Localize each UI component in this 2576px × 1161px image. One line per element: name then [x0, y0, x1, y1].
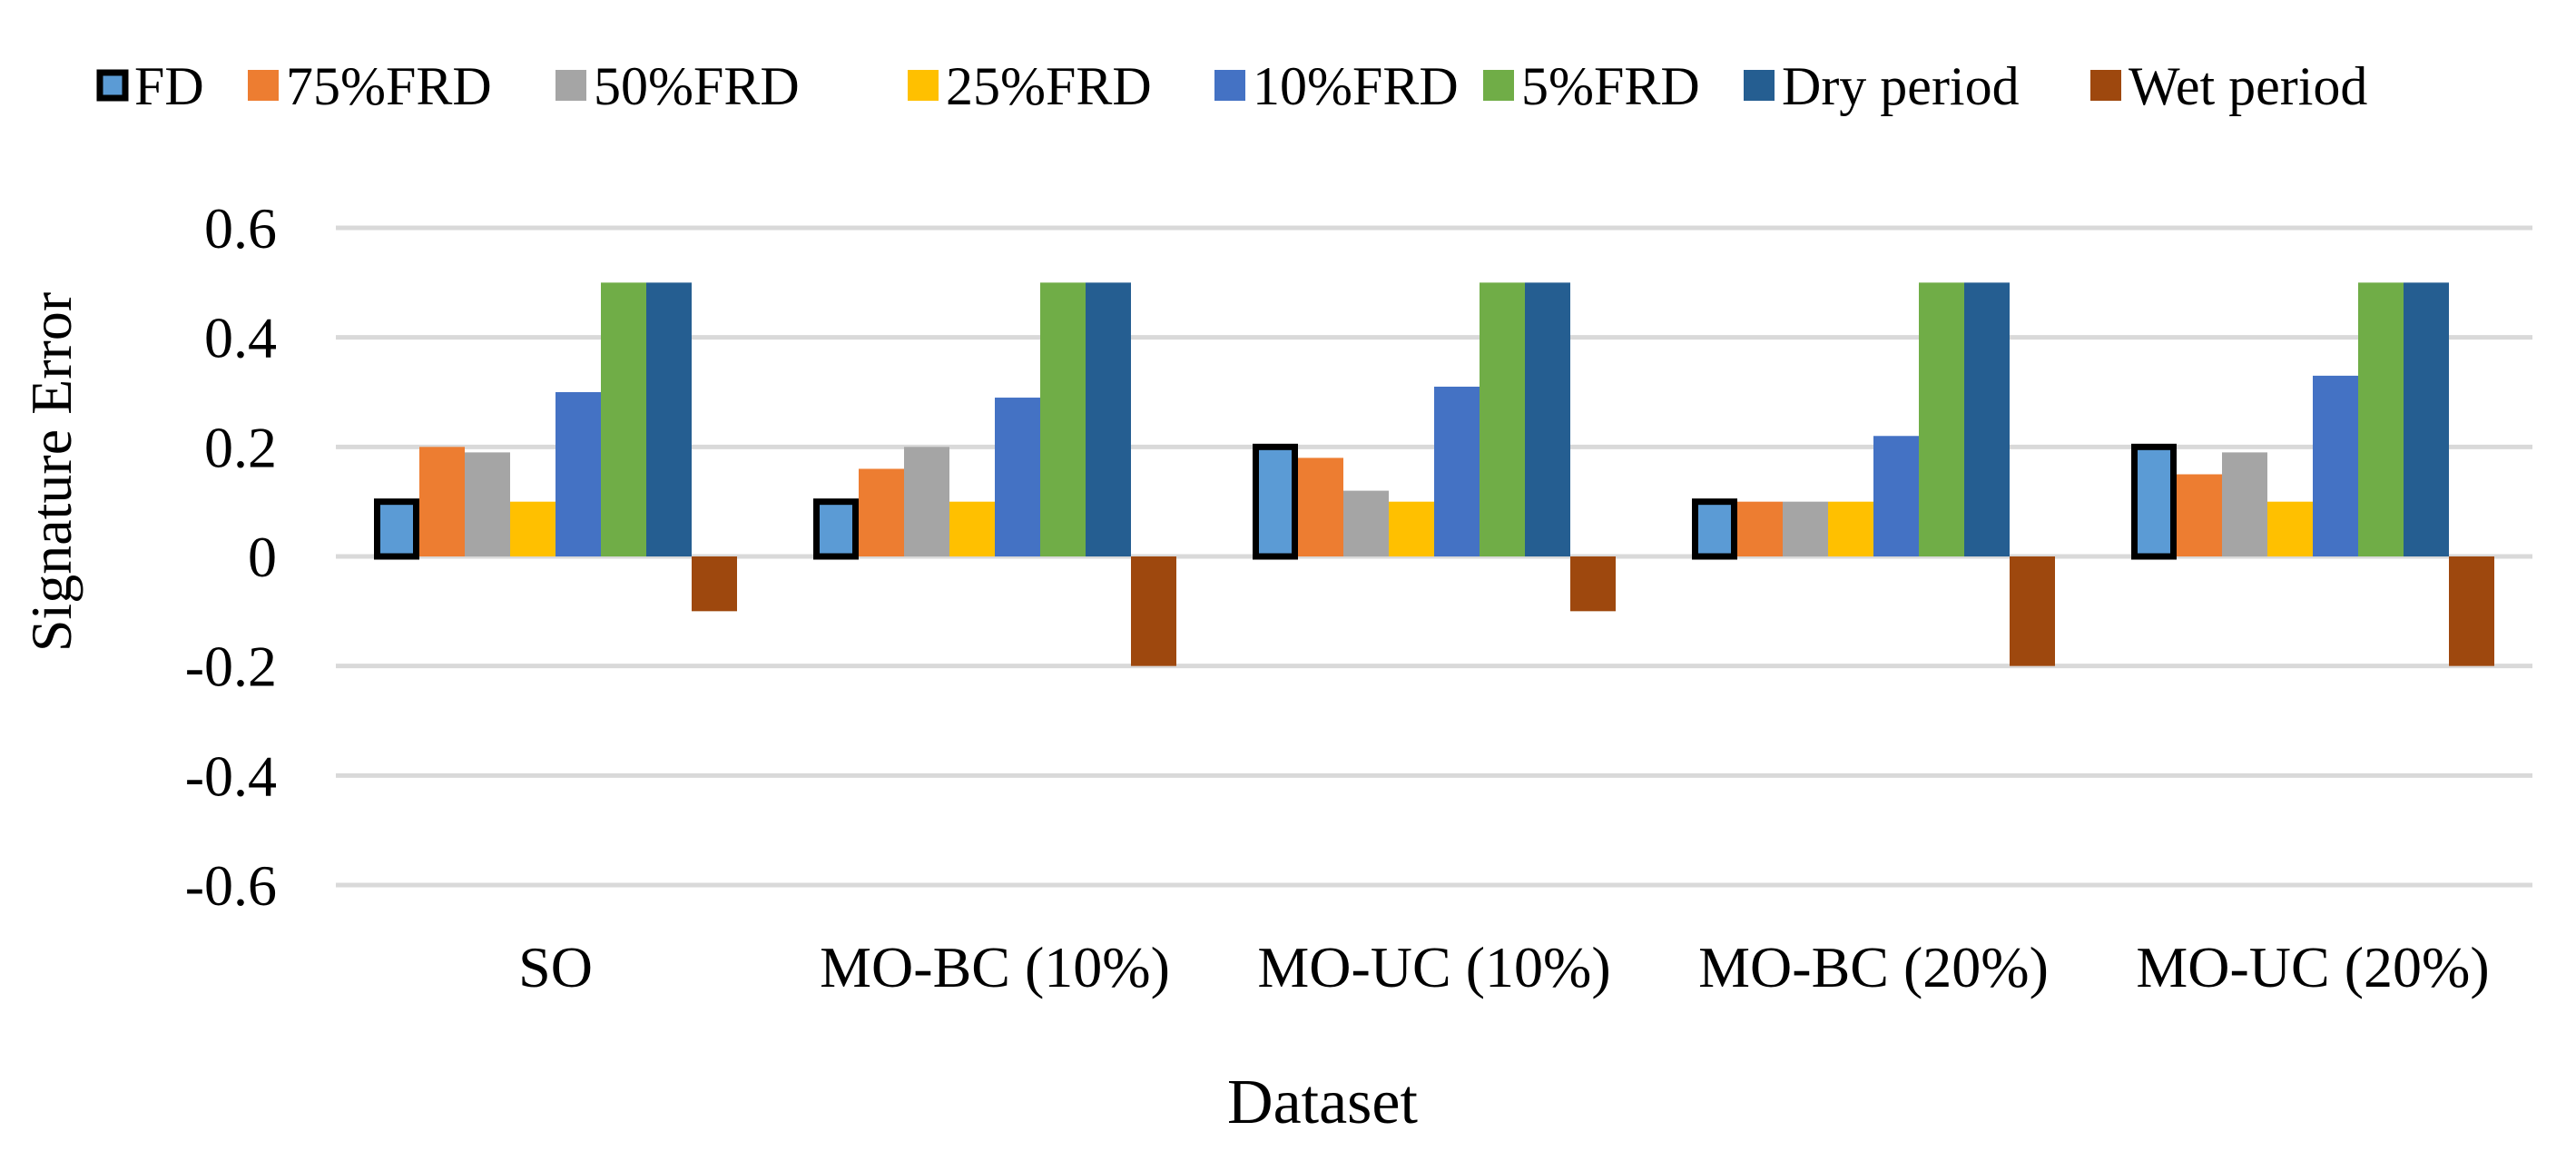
- bar-10-frd-mo-uc-10: [1434, 386, 1480, 556]
- bar-5-frd-mo-bc-20: [1919, 282, 1964, 556]
- legend: FD 75%FRD 50%FRD 25%FRD 10%FRD 5%FRD Dry perio…: [96, 56, 2367, 116]
- bar-50-frd-mo-uc-20: [2222, 452, 2267, 556]
- bar-25-frd-mo-uc-10: [1389, 501, 1434, 556]
- bar-50-frd-mo-bc-10: [904, 447, 949, 556]
- bar-wet-period-mo-uc-20: [2449, 556, 2494, 666]
- x-axis-ticks: SO MO-BC (10%) MO-UC (10%) MO-BC (20%) MO-UC…: [518, 935, 2490, 999]
- legend-label-wet-period: Wet period: [2129, 56, 2367, 116]
- bar-50-frd-mo-uc-10: [1343, 490, 1389, 556]
- bar-5-frd-mo-uc-20: [2358, 282, 2404, 556]
- bar-wet-period-mo-bc-20: [2010, 556, 2055, 666]
- bar-fd-mo-uc-20: [2131, 443, 2177, 560]
- bar-75-frd-mo-uc-20: [2177, 474, 2222, 556]
- bar-dry-period-mo-uc-10: [1525, 282, 1570, 556]
- y-tick-label: -0.4: [185, 743, 277, 808]
- legend-swatch-10-frd: [1214, 70, 1245, 101]
- bar-dry-period-so: [646, 282, 692, 556]
- x-tick-label: MO-BC (20%): [1698, 935, 2049, 999]
- bar-5-frd-mo-uc-10: [1480, 282, 1525, 556]
- bar-75-frd-mo-uc-10: [1298, 458, 1343, 556]
- legend-swatch-50-frd: [556, 70, 586, 101]
- bar-25-frd-mo-bc-10: [949, 501, 995, 556]
- legend-label-10-frd: 10%FRD: [1253, 56, 1459, 116]
- x-tick-label: MO-BC (10%): [820, 935, 1170, 999]
- legend-label-75-frd: 75%FRD: [286, 56, 492, 116]
- x-axis-label: Dataset: [1227, 1068, 1418, 1137]
- legend-swatch-dry-period: [1744, 70, 1775, 101]
- bar-25-frd-mo-bc-20: [1828, 501, 1873, 556]
- y-tick-label: -0.6: [185, 853, 277, 918]
- bar-50-frd-so: [465, 452, 510, 556]
- bar-10-frd-mo-bc-10: [995, 398, 1040, 556]
- legend-swatch-5-frd: [1483, 70, 1514, 101]
- y-tick-label: -0.2: [185, 635, 277, 699]
- bar-10-frd-mo-uc-20: [2313, 375, 2358, 556]
- bar-25-frd-so: [510, 501, 556, 556]
- bar-5-frd-so: [601, 282, 646, 556]
- bar-10-frd-mo-bc-20: [1873, 436, 1919, 556]
- bar-75-frd-so: [419, 447, 465, 556]
- bar-wet-period-so: [692, 556, 737, 612]
- legend-label-fd: FD: [134, 56, 204, 116]
- bar-fd-so: [374, 498, 419, 560]
- legend-swatch-fd: [96, 69, 129, 102]
- legend-label-50-frd: 50%FRD: [594, 56, 800, 116]
- y-tick-label: 0: [248, 525, 277, 589]
- bar-dry-period-mo-bc-10: [1086, 282, 1131, 556]
- bar-75-frd-mo-bc-10: [859, 468, 904, 556]
- bar-fd-mo-bc-10: [813, 498, 859, 560]
- bar-25-frd-mo-uc-20: [2267, 501, 2313, 556]
- bar-50-frd-mo-bc-20: [1783, 501, 1828, 556]
- x-tick-label: MO-UC (10%): [1257, 935, 1610, 999]
- legend-label-5-frd: 5%FRD: [1521, 56, 1700, 116]
- bar-10-frd-so: [556, 392, 601, 556]
- y-tick-label: 0.2: [204, 415, 277, 479]
- legend-swatch-75-frd: [248, 70, 279, 101]
- bar-wet-period-mo-uc-10: [1570, 556, 1616, 612]
- legend-swatch-25-frd: [908, 70, 939, 101]
- bars: [374, 282, 2494, 666]
- bar-75-frd-mo-bc-20: [1737, 501, 1783, 556]
- x-tick-label: SO: [518, 935, 593, 999]
- bar-fd-mo-uc-10: [1253, 443, 1298, 560]
- bar-dry-period-mo-bc-20: [1964, 282, 2010, 556]
- x-tick-label: MO-UC (20%): [2136, 935, 2489, 999]
- bar-fd-mo-bc-20: [1692, 498, 1737, 560]
- bar-wet-period-mo-bc-10: [1131, 556, 1176, 666]
- legend-swatch-wet-period: [2090, 70, 2121, 101]
- y-axis-ticks: -0.6 -0.4 -0.2 0 0.2 0.4 0.6: [185, 196, 277, 918]
- y-tick-label: 0.4: [204, 306, 277, 370]
- bar-5-frd-mo-bc-10: [1040, 282, 1086, 556]
- y-tick-label: 0.6: [204, 196, 277, 261]
- legend-label-25-frd: 25%FRD: [946, 56, 1152, 116]
- legend-label-dry-period: Dry period: [1782, 56, 2020, 116]
- bar-dry-period-mo-uc-20: [2404, 282, 2449, 556]
- y-axis-label: Signature Error: [19, 292, 84, 652]
